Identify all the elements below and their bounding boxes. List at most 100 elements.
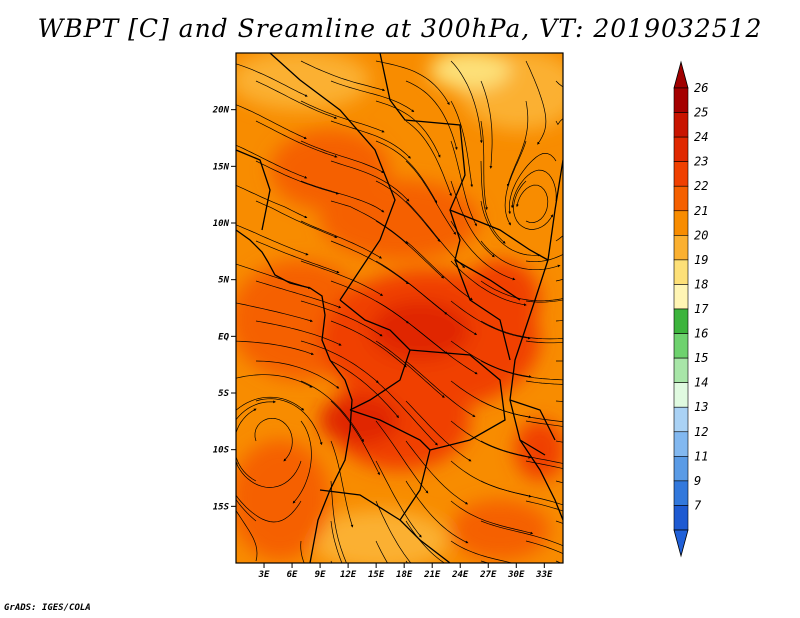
streamline (330, 160, 410, 202)
streamline (292, 420, 312, 504)
map-frame (235, 52, 564, 564)
streamline (480, 360, 563, 381)
lat-tick-label: 10S (213, 446, 230, 456)
streamline (480, 120, 488, 211)
streamline (330, 400, 380, 476)
streamline (375, 340, 445, 398)
streamline (405, 360, 476, 418)
streamline (255, 80, 338, 119)
border (399, 349, 506, 563)
colorbar-label: 23 (694, 155, 708, 169)
colorbar-segment (673, 333, 689, 359)
streamline (405, 480, 469, 544)
colorbar-label: 14 (694, 376, 708, 390)
lat-tick-label: 15N (213, 162, 230, 172)
streamline (525, 380, 563, 385)
lon-tick-label: 6E (287, 570, 298, 580)
streamline (330, 440, 354, 528)
streamline (236, 396, 305, 411)
colorbar-segment (673, 161, 689, 187)
streamline (555, 278, 563, 282)
lon-tick-label: 30E (507, 570, 525, 580)
field-patch (450, 500, 550, 560)
streamline (405, 400, 472, 462)
colorbar-label: 9 (694, 474, 701, 488)
colorbar-label: 16 (694, 327, 708, 341)
streamline (254, 417, 293, 462)
streamline (255, 280, 342, 309)
streamline (300, 60, 386, 92)
streamline (330, 520, 343, 563)
streamline (214, 454, 226, 541)
lat-tick-label: 5S (218, 389, 229, 399)
streamline (375, 540, 388, 563)
streamline (236, 302, 313, 323)
streamline (255, 360, 340, 389)
streamline (556, 360, 563, 362)
streamline (525, 420, 563, 427)
lon-tick-label: 18E (396, 570, 413, 580)
streamline (405, 80, 458, 151)
streamline (375, 380, 438, 446)
streamline (255, 320, 342, 346)
streamline (300, 340, 379, 384)
country-borders (236, 53, 563, 563)
streamline (513, 180, 554, 230)
streamline (236, 144, 308, 179)
latitude-axis: 20N 15N 10N 5N EQ 5S 10S 15S (212, 106, 236, 512)
streamline (405, 200, 466, 269)
streamline (450, 340, 532, 378)
streamline (255, 160, 339, 195)
streamline (375, 500, 412, 563)
field-patch (430, 53, 510, 90)
border (236, 149, 271, 231)
streamline (300, 180, 385, 213)
streamline (510, 169, 557, 209)
streamline (450, 180, 495, 258)
colorbar-label: 11 (694, 449, 708, 463)
streamline (330, 120, 411, 159)
colorbar-label: 15 (694, 351, 708, 365)
streamline (255, 240, 340, 274)
colorbar-segment (673, 431, 689, 457)
streamline (555, 520, 563, 524)
streamline (525, 299, 563, 303)
streamline (525, 253, 563, 263)
streamline (405, 120, 452, 197)
field-patch (236, 440, 330, 560)
streamline (255, 200, 338, 238)
streamline (508, 152, 557, 215)
streamline (480, 200, 541, 257)
border (349, 409, 431, 451)
streamline (450, 500, 534, 535)
streamline (300, 140, 385, 173)
streamline (450, 60, 483, 144)
streamline (330, 480, 347, 563)
colorbar-segment (673, 87, 689, 113)
streamline (555, 400, 563, 402)
lon-tick-label: 27E (479, 570, 497, 580)
grads-credit: GrADS: IGES/COLA (4, 603, 91, 613)
lon-tick-label: 9E (315, 570, 326, 580)
streamline (525, 500, 563, 512)
border (269, 53, 396, 301)
colorbar-label: 18 (694, 277, 708, 291)
streamline (236, 494, 302, 523)
colorbar-label: 17 (694, 302, 709, 316)
streamline (236, 374, 313, 388)
field-patch (310, 510, 450, 563)
colorbar-segment (673, 406, 689, 433)
colorbar-label: 13 (694, 400, 708, 414)
streamline (236, 63, 308, 97)
streamline (236, 340, 314, 356)
streamline (300, 260, 384, 296)
streamline (405, 240, 473, 301)
map-title: WBPT [C] and Sreamline at 300hPa, VT: 20… (37, 14, 763, 43)
lon-tick-label: 24E (451, 570, 469, 580)
colorbar-segment (673, 284, 689, 310)
streamline (506, 100, 529, 187)
streamline (375, 220, 445, 279)
streamline (236, 104, 307, 139)
streamline (375, 420, 429, 494)
colorbar-label: 20 (694, 228, 708, 242)
